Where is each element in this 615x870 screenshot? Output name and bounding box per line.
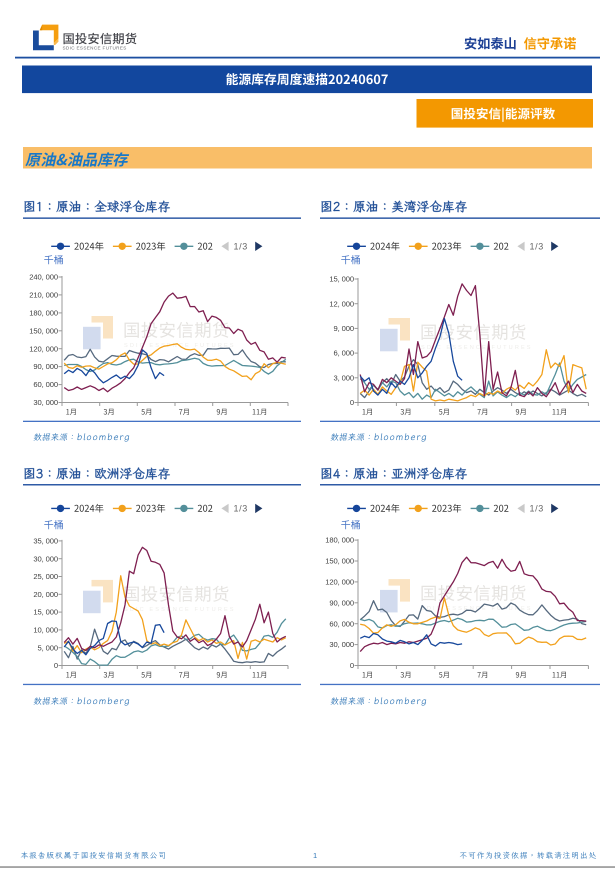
svg-text:120, 000: 120, 000 <box>325 578 354 587</box>
svg-text:15, 000: 15, 000 <box>329 275 354 284</box>
svg-text:5, 000: 5, 000 <box>37 643 58 652</box>
svg-text:1: 1 <box>313 851 317 860</box>
svg-text:6, 000: 6, 000 <box>333 349 354 358</box>
svg-text:30, 000: 30, 000 <box>33 398 58 407</box>
svg-text:12, 000: 12, 000 <box>329 299 354 308</box>
svg-text:9, 000: 9, 000 <box>333 324 354 333</box>
svg-text:180, 000: 180, 000 <box>325 536 354 545</box>
svg-text:0: 0 <box>350 661 354 670</box>
svg-text:15, 000: 15, 000 <box>33 608 58 617</box>
svg-text:60, 000: 60, 000 <box>329 619 354 628</box>
svg-text:150, 000: 150, 000 <box>29 326 58 335</box>
svg-text:20, 000: 20, 000 <box>33 590 58 599</box>
svg-text:210, 000: 210, 000 <box>29 291 58 300</box>
svg-text:SDIC ESSENCE FUTURES: SDIC ESSENCE FUTURES <box>63 46 127 51</box>
svg-text:90, 000: 90, 000 <box>33 362 58 371</box>
svg-text:3, 000: 3, 000 <box>333 373 354 382</box>
svg-text:0: 0 <box>350 398 354 407</box>
svg-text:30, 000: 30, 000 <box>329 640 354 649</box>
svg-text:25, 000: 25, 000 <box>33 572 58 581</box>
svg-text:180, 000: 180, 000 <box>29 309 58 318</box>
svg-text:30, 000: 30, 000 <box>33 554 58 563</box>
svg-text:240, 000: 240, 000 <box>29 273 58 282</box>
svg-text:35, 000: 35, 000 <box>33 537 58 546</box>
svg-text:120, 000: 120, 000 <box>29 344 58 353</box>
svg-text:60, 000: 60, 000 <box>33 380 58 389</box>
svg-text:150, 000: 150, 000 <box>325 557 354 566</box>
svg-text:10, 000: 10, 000 <box>33 626 58 635</box>
svg-text:90, 000: 90, 000 <box>329 598 354 607</box>
svg-text:0: 0 <box>54 661 58 670</box>
